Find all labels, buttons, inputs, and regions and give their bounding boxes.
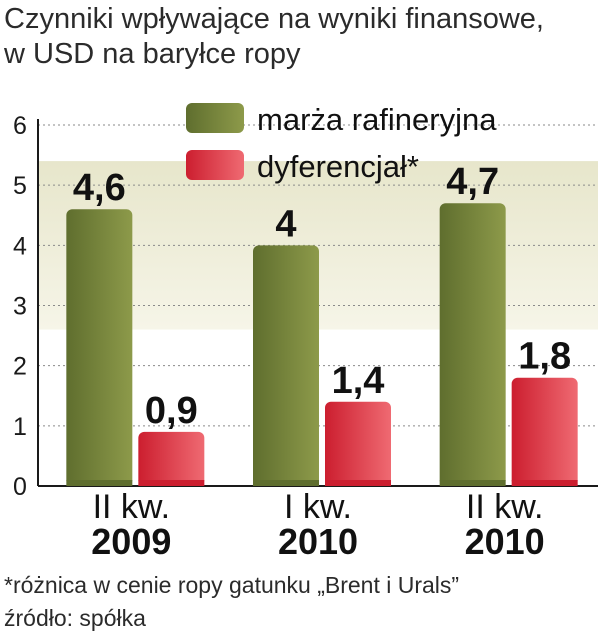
x-category-label: II kw. <box>93 488 170 526</box>
source-note: źródło: spółka <box>4 605 146 631</box>
bar-base <box>511 480 578 486</box>
x-category-label: II kw. <box>466 488 543 526</box>
data-label: 1,8 <box>518 336 571 378</box>
bar-base <box>66 480 133 486</box>
title-line-1: Czynniki wpływające na wyniki finansowe, <box>4 3 544 35</box>
x-category-label: I kw. <box>284 488 352 526</box>
y-tick-label: 6 <box>13 112 27 140</box>
bar-base <box>439 480 506 486</box>
bar-base <box>325 480 391 486</box>
y-tick-label: 1 <box>13 413 27 441</box>
title-line-2: w USD na baryłce ropy <box>4 38 301 70</box>
x-category-label: 2010 <box>278 521 358 562</box>
bar-base <box>253 480 319 486</box>
data-label: 4,6 <box>73 167 126 209</box>
bar-marza <box>439 203 506 486</box>
y-tick-label: 4 <box>13 232 27 260</box>
bar-dyferencjal <box>511 377 578 486</box>
footnotes: *różnica w cenie ropy gatunku „Brent i U… <box>4 569 596 635</box>
data-label: 0,9 <box>145 390 198 432</box>
data-label: 1,4 <box>332 360 385 402</box>
legend-swatch-dyferencjal <box>186 150 244 180</box>
y-tick-label: 3 <box>13 293 27 321</box>
bar-marza <box>66 209 133 486</box>
data-label: 4,7 <box>446 161 499 203</box>
chart-title: Czynniki wpływające na wyniki finansowe,… <box>4 2 596 72</box>
data-label: 4 <box>275 203 296 245</box>
bar-base <box>138 480 205 486</box>
y-tick-label: 2 <box>13 353 27 381</box>
bar-marza <box>253 245 319 486</box>
y-tick-label: 0 <box>13 473 27 501</box>
bar-dyferencjal <box>325 401 391 486</box>
bar-dyferencjal <box>138 431 205 486</box>
x-category-label: 2010 <box>465 521 545 562</box>
x-category-label: 2009 <box>91 521 171 562</box>
legend-label: dyferencjał* <box>257 149 419 184</box>
legend-label: marża rafineryjna <box>257 102 497 137</box>
legend-swatch-marza <box>186 103 244 133</box>
y-tick-label: 5 <box>13 172 27 200</box>
footnote-definition: *różnica w cenie ropy gatunku „Brent i U… <box>4 572 460 598</box>
